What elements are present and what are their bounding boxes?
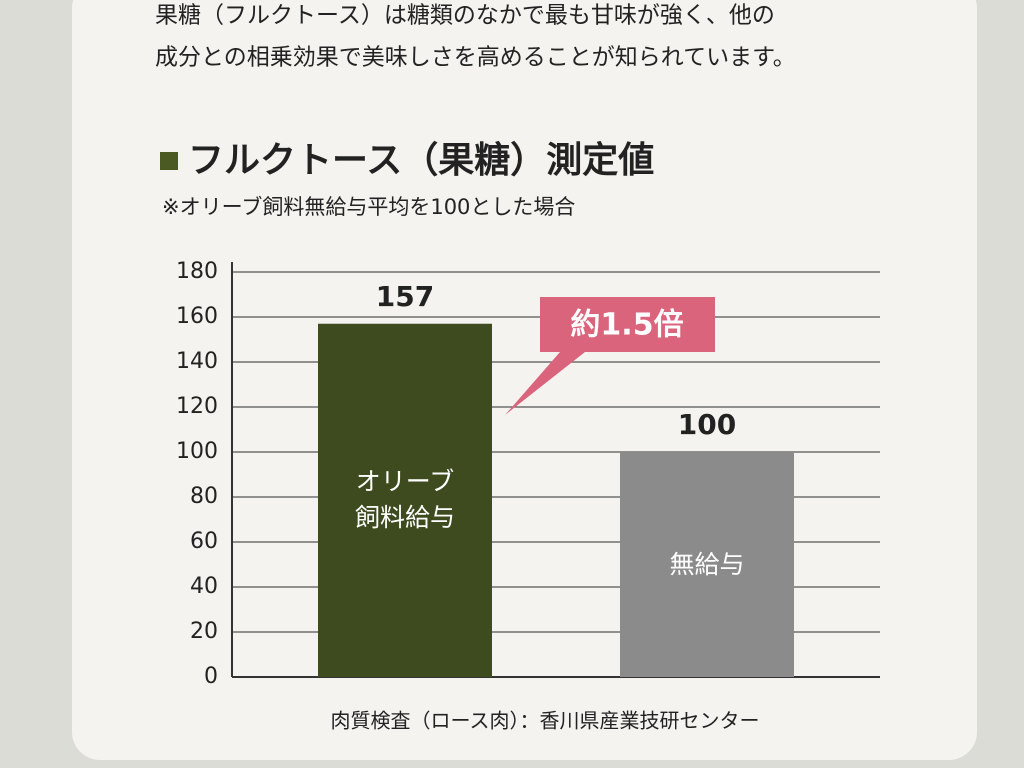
bar bbox=[620, 452, 794, 677]
y-tick-label: 20 bbox=[190, 619, 218, 644]
y-tick-label: 0 bbox=[204, 664, 218, 689]
card bbox=[72, 0, 977, 760]
y-tick-label: 180 bbox=[176, 259, 218, 284]
y-tick-label: 160 bbox=[176, 304, 218, 329]
callout bbox=[505, 297, 715, 415]
intro-line: 果糖（フルクトース）は糖類のなかで最も甘味が強く、他の bbox=[155, 3, 775, 29]
y-tick-label: 80 bbox=[190, 484, 218, 509]
bar bbox=[318, 323, 492, 677]
chart-subtitle: ※オリーブ飼料無給与平均を100とした場合 bbox=[162, 195, 575, 219]
category-label: 無給与 bbox=[669, 549, 745, 579]
chart-title: フルクトース（果糖）測定値 bbox=[188, 140, 654, 181]
title-marker bbox=[160, 152, 178, 170]
y-tick-label: 40 bbox=[190, 574, 218, 599]
y-tick-label: 60 bbox=[190, 529, 218, 554]
annotation: 約1.5倍 bbox=[570, 308, 683, 343]
intro-line: 成分との相乗効果で美味しさを高めることが知られています。 bbox=[155, 45, 796, 71]
y-tick-label: 140 bbox=[176, 349, 218, 374]
source: 肉質検査（ロース肉）：香川県産業技研センター bbox=[331, 709, 760, 733]
value-label: 157 bbox=[376, 280, 434, 313]
value-label: 100 bbox=[678, 408, 736, 441]
y-tick-label: 100 bbox=[176, 439, 218, 464]
category-label: オリーブ飼料給与 bbox=[354, 467, 455, 533]
y-tick-label: 120 bbox=[176, 394, 218, 419]
